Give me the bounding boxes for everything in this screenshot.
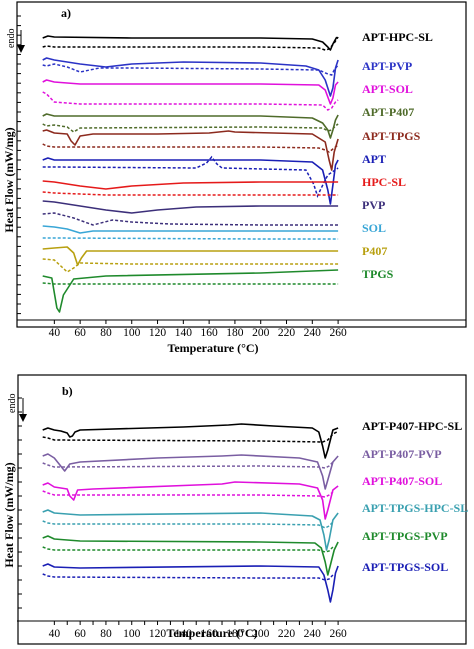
curve-apt-pvp-dashed bbox=[42, 63, 339, 76]
legend-label-apt-tpgs-hpc-sl: APT-TPGS-HPC-SL bbox=[362, 501, 468, 515]
panel-a-y-ticks bbox=[17, 15, 21, 315]
x-tick-label: 140 bbox=[175, 628, 193, 640]
x-tick-label: 200 bbox=[252, 327, 270, 339]
panel-a-curves bbox=[42, 35, 339, 313]
legend-label-sol: SOL bbox=[362, 221, 386, 235]
panel-b-endo-label: endo bbox=[7, 394, 18, 413]
curve-apt-tpgs-pvp-dashed bbox=[42, 546, 334, 553]
panel-b-xlabel: Temperature (°C) bbox=[166, 626, 257, 640]
x-tick-label: 180 bbox=[226, 327, 244, 339]
legend-label-apt-sol: APT-SOL bbox=[362, 82, 413, 96]
panel-a-label: a) bbox=[61, 6, 71, 20]
legend-label-apt-p407-sol: APT-P407-SOL bbox=[362, 474, 442, 488]
curve-apt-p407-solid bbox=[42, 113, 339, 139]
x-tick-label: 40 bbox=[49, 327, 61, 339]
curve-apt-hpc-sl-solid bbox=[42, 35, 338, 51]
x-tick-label: 80 bbox=[100, 327, 112, 339]
panel-b-x-axis: 40 60 80 100 120 140 160 180 200 220 240 260 bbox=[17, 620, 466, 640]
legend-label-tpgs: TPGS bbox=[362, 267, 394, 281]
legend-label-p407: P407 bbox=[362, 244, 387, 258]
panel-a-xlabel: Temperature (°C) bbox=[167, 341, 258, 355]
legend-label-apt-p407-hpc-sl: APT-P407-HPC-SL bbox=[362, 419, 462, 433]
curve-pvp-dashed bbox=[42, 212, 339, 226]
curve-apt-sol-solid bbox=[42, 79, 339, 105]
panel-a-ylabel: Heat Flow (mW/mg) bbox=[2, 127, 16, 232]
curve-apt-p407-hpc-sl-solid bbox=[42, 423, 339, 459]
legend-label-hpc-sl: HPC-SL bbox=[362, 175, 406, 189]
panel-b-y-ticks bbox=[18, 397, 22, 609]
x-tick-label: 180 bbox=[226, 628, 244, 640]
legend-label-apt-pvp: APT-PVP bbox=[362, 59, 412, 73]
curve-apt-tpgs-hpc-sl-dashed bbox=[42, 520, 334, 529]
panel-b: b) endo Heat Flow (mW/mg) Temperature (°… bbox=[2, 374, 468, 645]
x-tick-label: 100 bbox=[123, 628, 141, 640]
panel-b-label: b) bbox=[62, 384, 73, 398]
curve-tpgs-solid bbox=[42, 269, 339, 313]
x-tick-label: 120 bbox=[149, 327, 167, 339]
curve-apt-tpgs-hpc-sl-solid bbox=[42, 509, 339, 551]
curve-apt-tpgs-pvp-solid bbox=[42, 535, 339, 576]
panel-b-legend: APT-P407-HPC-SL APT-P407-PVP APT-P407-SOL A… bbox=[362, 419, 468, 574]
legend-label-apt-hpc-sl: APT-HPC-SL bbox=[362, 30, 433, 44]
curve-tpgs-dashed bbox=[42, 282, 339, 285]
x-tick-label: 60 bbox=[74, 327, 86, 339]
curve-apt-tpgs-sol-solid bbox=[42, 563, 339, 603]
curve-sol-solid bbox=[42, 225, 339, 234]
panel-a: a) endo Heat Flow (mW/mg) Temperature (°… bbox=[2, 1, 467, 355]
x-tick-label: 100 bbox=[123, 327, 141, 339]
panel-b-ylabel: Heat Flow (mW/mg) bbox=[2, 462, 16, 567]
legend-label-apt: APT bbox=[362, 152, 386, 166]
curve-pvp-solid bbox=[42, 200, 339, 214]
legend-label-apt-tpgs-pvp: APT-TPGS-PVP bbox=[362, 529, 448, 543]
x-tick-label: 40 bbox=[49, 628, 61, 640]
x-tick-label: 160 bbox=[200, 628, 218, 640]
curve-apt-solid bbox=[42, 157, 339, 205]
curve-apt-sol-dashed bbox=[42, 91, 339, 111]
x-tick-label: 260 bbox=[329, 628, 347, 640]
x-tick-label: 220 bbox=[278, 628, 296, 640]
curve-apt-hpc-sl-dashed bbox=[42, 36, 339, 51]
curve-apt-pvp-solid bbox=[42, 57, 339, 97]
legend-label-apt-tpgs-sol: APT-TPGS-SOL bbox=[362, 560, 448, 574]
curve-apt-tpgs-dashed bbox=[42, 143, 339, 153]
panel-a-legend: APT-HPC-SL APT-PVP APT-SOL APT-P407 APT-TPGS… bbox=[362, 30, 433, 281]
curve-sol-dashed bbox=[42, 237, 339, 240]
panel-a-x-axis: 40 60 80 100 120 140 160 180 200 220 240 260 bbox=[17, 319, 466, 339]
curve-apt-p407-dashed bbox=[42, 123, 339, 133]
x-tick-label: 260 bbox=[329, 327, 347, 339]
panel-a-endo-label: endo bbox=[6, 29, 17, 48]
curve-apt-tpgs-sol-dashed bbox=[42, 573, 334, 581]
curve-apt-p407-hpc-sl-dashed bbox=[42, 431, 338, 443]
panel-b-frame bbox=[17, 374, 467, 645]
panel-b-curves bbox=[42, 423, 339, 603]
x-tick-label: 120 bbox=[149, 628, 167, 640]
legend-label-apt-tpgs: APT-TPGS bbox=[362, 129, 421, 143]
x-tick-label: 240 bbox=[304, 327, 322, 339]
curve-hpc-sl-solid bbox=[42, 180, 339, 190]
curve-apt-tpgs-solid bbox=[42, 129, 339, 171]
x-tick-label: 220 bbox=[278, 327, 296, 339]
x-tick-label: 140 bbox=[175, 327, 193, 339]
curve-apt-p407-pvp-dashed bbox=[42, 461, 334, 469]
x-tick-label: 80 bbox=[100, 628, 112, 640]
legend-label-pvp: PVP bbox=[362, 198, 385, 212]
curve-hpc-sl-dashed bbox=[42, 191, 339, 196]
legend-label-apt-p407-pvp: APT-P407-PVP bbox=[362, 447, 442, 461]
curve-apt-p407-pvp-solid bbox=[42, 453, 339, 490]
x-tick-label: 200 bbox=[252, 628, 270, 640]
legend-label-apt-p407: APT-P407 bbox=[362, 105, 414, 119]
curve-apt-p407-sol-solid bbox=[42, 481, 339, 520]
x-tick-label: 60 bbox=[74, 628, 86, 640]
curve-apt-p407-sol-dashed bbox=[42, 490, 334, 498]
x-tick-label: 240 bbox=[304, 628, 322, 640]
x-tick-label: 160 bbox=[200, 327, 218, 339]
